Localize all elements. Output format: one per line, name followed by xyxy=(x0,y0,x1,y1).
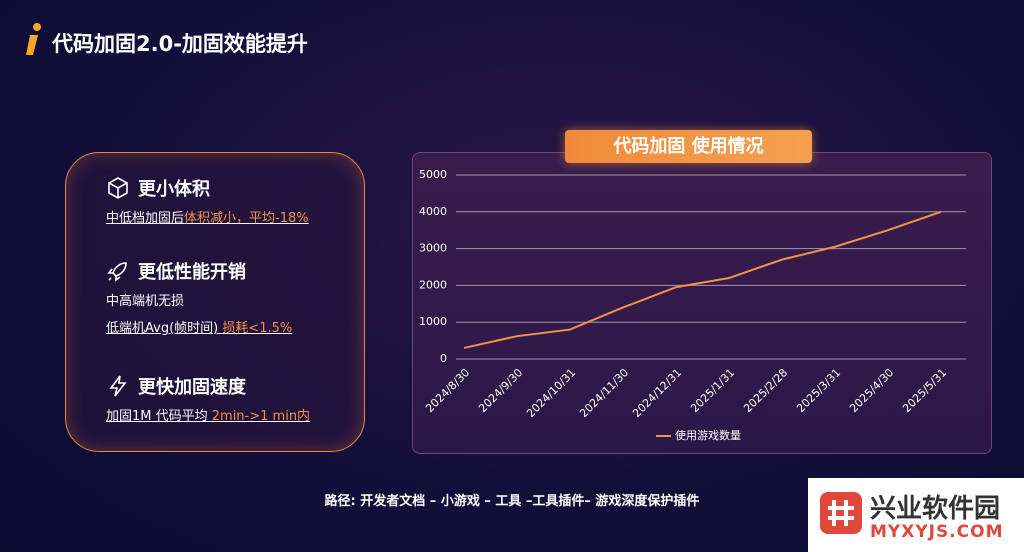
highlight: 体积减小，平均-18% xyxy=(184,211,309,226)
feature-heading: 更快加固速度 xyxy=(138,377,246,398)
feature-heading: 更小体积 xyxy=(138,179,210,200)
feature: 更小体积 中低档加固后体积减小，平均-18% xyxy=(106,175,309,234)
feature-line: 中高端机无损 xyxy=(106,290,292,309)
x-tick-label: 2024/10/31 xyxy=(524,366,578,420)
logo xyxy=(820,492,862,534)
feature-line: 中低档加固后体积减小，平均-18% xyxy=(106,207,309,226)
watermark-name: 兴业软件园 xyxy=(870,494,1001,524)
y-tick-label: 5000 xyxy=(419,168,447,181)
x-tick-label: 2024/12/31 xyxy=(630,366,684,420)
feature-line: 低端机Avg(帧时间) 损耗<1.5% xyxy=(106,317,292,336)
rocket-icon xyxy=(107,262,127,282)
y-tick-label: 3000 xyxy=(419,242,447,255)
x-tick-label: 2025/5/31 xyxy=(900,366,949,415)
bolt-icon xyxy=(109,375,127,397)
feature-heading: 更低性能开销 xyxy=(138,262,246,283)
x-tick-label: 2024/8/30 xyxy=(423,366,472,415)
title: 代码加固2.0-加固效能提升 xyxy=(52,32,308,56)
feature-line: 加固1M 代码平均 2min->1 min内 xyxy=(106,405,310,424)
feature: 更低性能开销 中高端机无损 低端机Avg(帧时间) 损耗<1.5% xyxy=(106,258,292,344)
watermark: 兴业软件园 MYXYJS.COM xyxy=(808,478,1024,552)
chart-panel: 0 1000 2000 3000 4000 5000 2024/8/30 2024/9/30 2… xyxy=(412,152,992,454)
x-tick-label: 2024/11/30 xyxy=(577,366,631,420)
x-tick-label: 2025/1/31 xyxy=(688,366,737,415)
y-tick-label: 4000 xyxy=(419,205,447,218)
highlight: 损耗<1.5% xyxy=(222,321,293,336)
y-tick-label: 2000 xyxy=(419,278,447,291)
x-tick-label: 2025/4/30 xyxy=(847,366,896,415)
feature: 更快加固速度 加固1M 代码平均 2min->1 min内 xyxy=(106,373,310,432)
feature-panel: 更小体积 中低档加固后体积减小，平均-18% 更低性能开销 中高端机无损 低端机… xyxy=(65,152,365,452)
cube-icon xyxy=(108,177,128,199)
watermark-url: MYXYJS.COM xyxy=(870,522,1004,542)
chart-title: 代码加固 使用情况 xyxy=(565,130,812,163)
text: 加固1M 代码平均 xyxy=(106,409,212,424)
text: 中低档加固后 xyxy=(106,211,185,226)
legend-label: 使用游戏数量 xyxy=(675,429,741,442)
text: 中高端机无损 xyxy=(106,294,185,309)
x-tick-label: 2025/2/28 xyxy=(741,366,790,415)
y-tick-label: 0 xyxy=(440,352,447,365)
x-tick-label: 2025/3/31 xyxy=(794,366,843,415)
highlight: 2min->1 min内 xyxy=(211,409,311,424)
footer: 路径: 开发者文档 – 小游戏 – 工具 –工具插件– 游戏深度保护插件 xyxy=(324,494,700,509)
text: 低端机Avg(帧时间) xyxy=(106,321,223,336)
y-tick-label: 1000 xyxy=(419,315,447,328)
line xyxy=(463,210,942,349)
info-icon xyxy=(26,23,41,55)
x-tick-label: 2024/9/30 xyxy=(476,366,525,415)
